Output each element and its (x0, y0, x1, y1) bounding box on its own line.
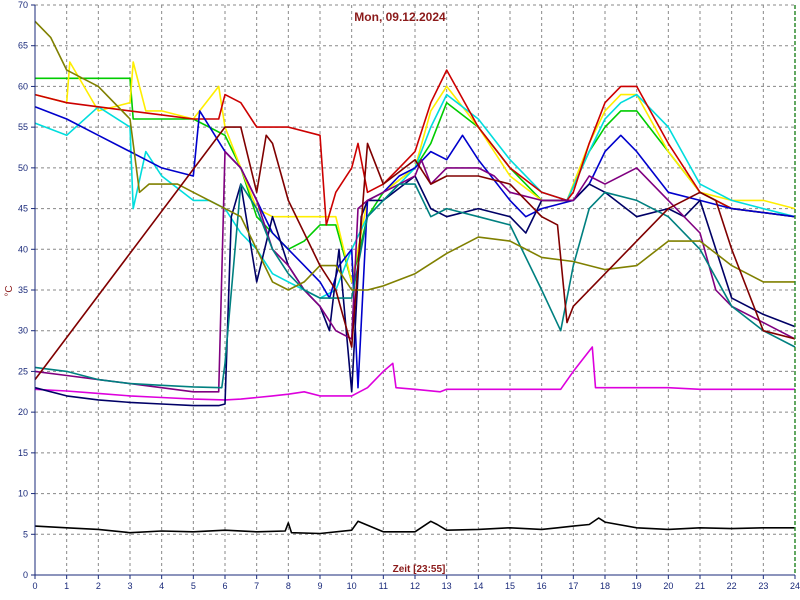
x-tick-label: 4 (159, 581, 164, 591)
y-tick-label: 45 (18, 204, 28, 214)
x-tick-label: 8 (286, 581, 291, 591)
y-tick-label: 65 (18, 41, 28, 51)
x-tick-label: 18 (600, 581, 610, 591)
y-tick-label: 55 (18, 122, 28, 132)
y-tick-label: 15 (18, 448, 28, 458)
y-tick-label: 35 (18, 285, 28, 295)
x-tick-label: 21 (695, 581, 705, 591)
series-line-11 (34, 20, 795, 291)
series-line-12 (34, 126, 796, 381)
x-tick-label: 1 (64, 581, 69, 591)
x-tick-label: 7 (254, 581, 259, 591)
y-tick-label: 30 (18, 326, 28, 336)
y-axis-label: °C (4, 285, 15, 296)
x-tick-label: 2 (96, 581, 101, 591)
tick-labels: 0 1 2 3 4 5 6 7 8 9 10 11 12 13 14 15 16 17 18 19 20 21 22 23 24… (18, 0, 800, 591)
y-tick-label: 50 (18, 163, 28, 173)
series-line-1 (34, 517, 795, 535)
y-tick-label: 60 (18, 81, 28, 91)
x-tick-label: 3 (127, 581, 132, 591)
y-tick-label: 10 (18, 489, 28, 499)
x-tick-label: 20 (663, 581, 673, 591)
x-tick-label: 17 (568, 581, 578, 591)
series-line-8 (34, 175, 796, 407)
x-tick-label: 12 (410, 581, 420, 591)
y-tick-label: 20 (18, 407, 28, 417)
x-tick-label: 11 (379, 581, 388, 591)
x-tick-label: 5 (191, 581, 196, 591)
x-tick-label: 13 (442, 581, 452, 591)
series-line-2 (34, 346, 795, 401)
x-tick-label: 24 (790, 581, 800, 591)
y-tick-label: 25 (18, 366, 28, 376)
data-series-group (34, 20, 796, 535)
x-tick-label: 19 (632, 581, 642, 591)
x-tick-label: 23 (758, 581, 768, 591)
x-axis-label: Zeit [23:55] (393, 564, 446, 575)
x-tick-label: 15 (505, 581, 515, 591)
y-tick-label: 70 (18, 0, 28, 10)
axes (31, 4, 796, 579)
series-line-9 (34, 150, 796, 393)
x-tick-label: 0 (32, 581, 37, 591)
y-tick-label: 5 (23, 529, 28, 539)
x-tick-label: 22 (727, 581, 737, 591)
chart-title: Mon, 09.12.2024 (354, 10, 446, 24)
x-tick-label: 6 (222, 581, 227, 591)
series-line-10 (34, 183, 796, 389)
y-tick-label: 40 (18, 244, 28, 254)
x-tick-label: 14 (473, 581, 483, 591)
y-tick-label: 0 (23, 570, 28, 580)
x-tick-label: 10 (347, 581, 357, 591)
x-tick-label: 9 (317, 581, 322, 591)
x-tick-label: 16 (537, 581, 547, 591)
